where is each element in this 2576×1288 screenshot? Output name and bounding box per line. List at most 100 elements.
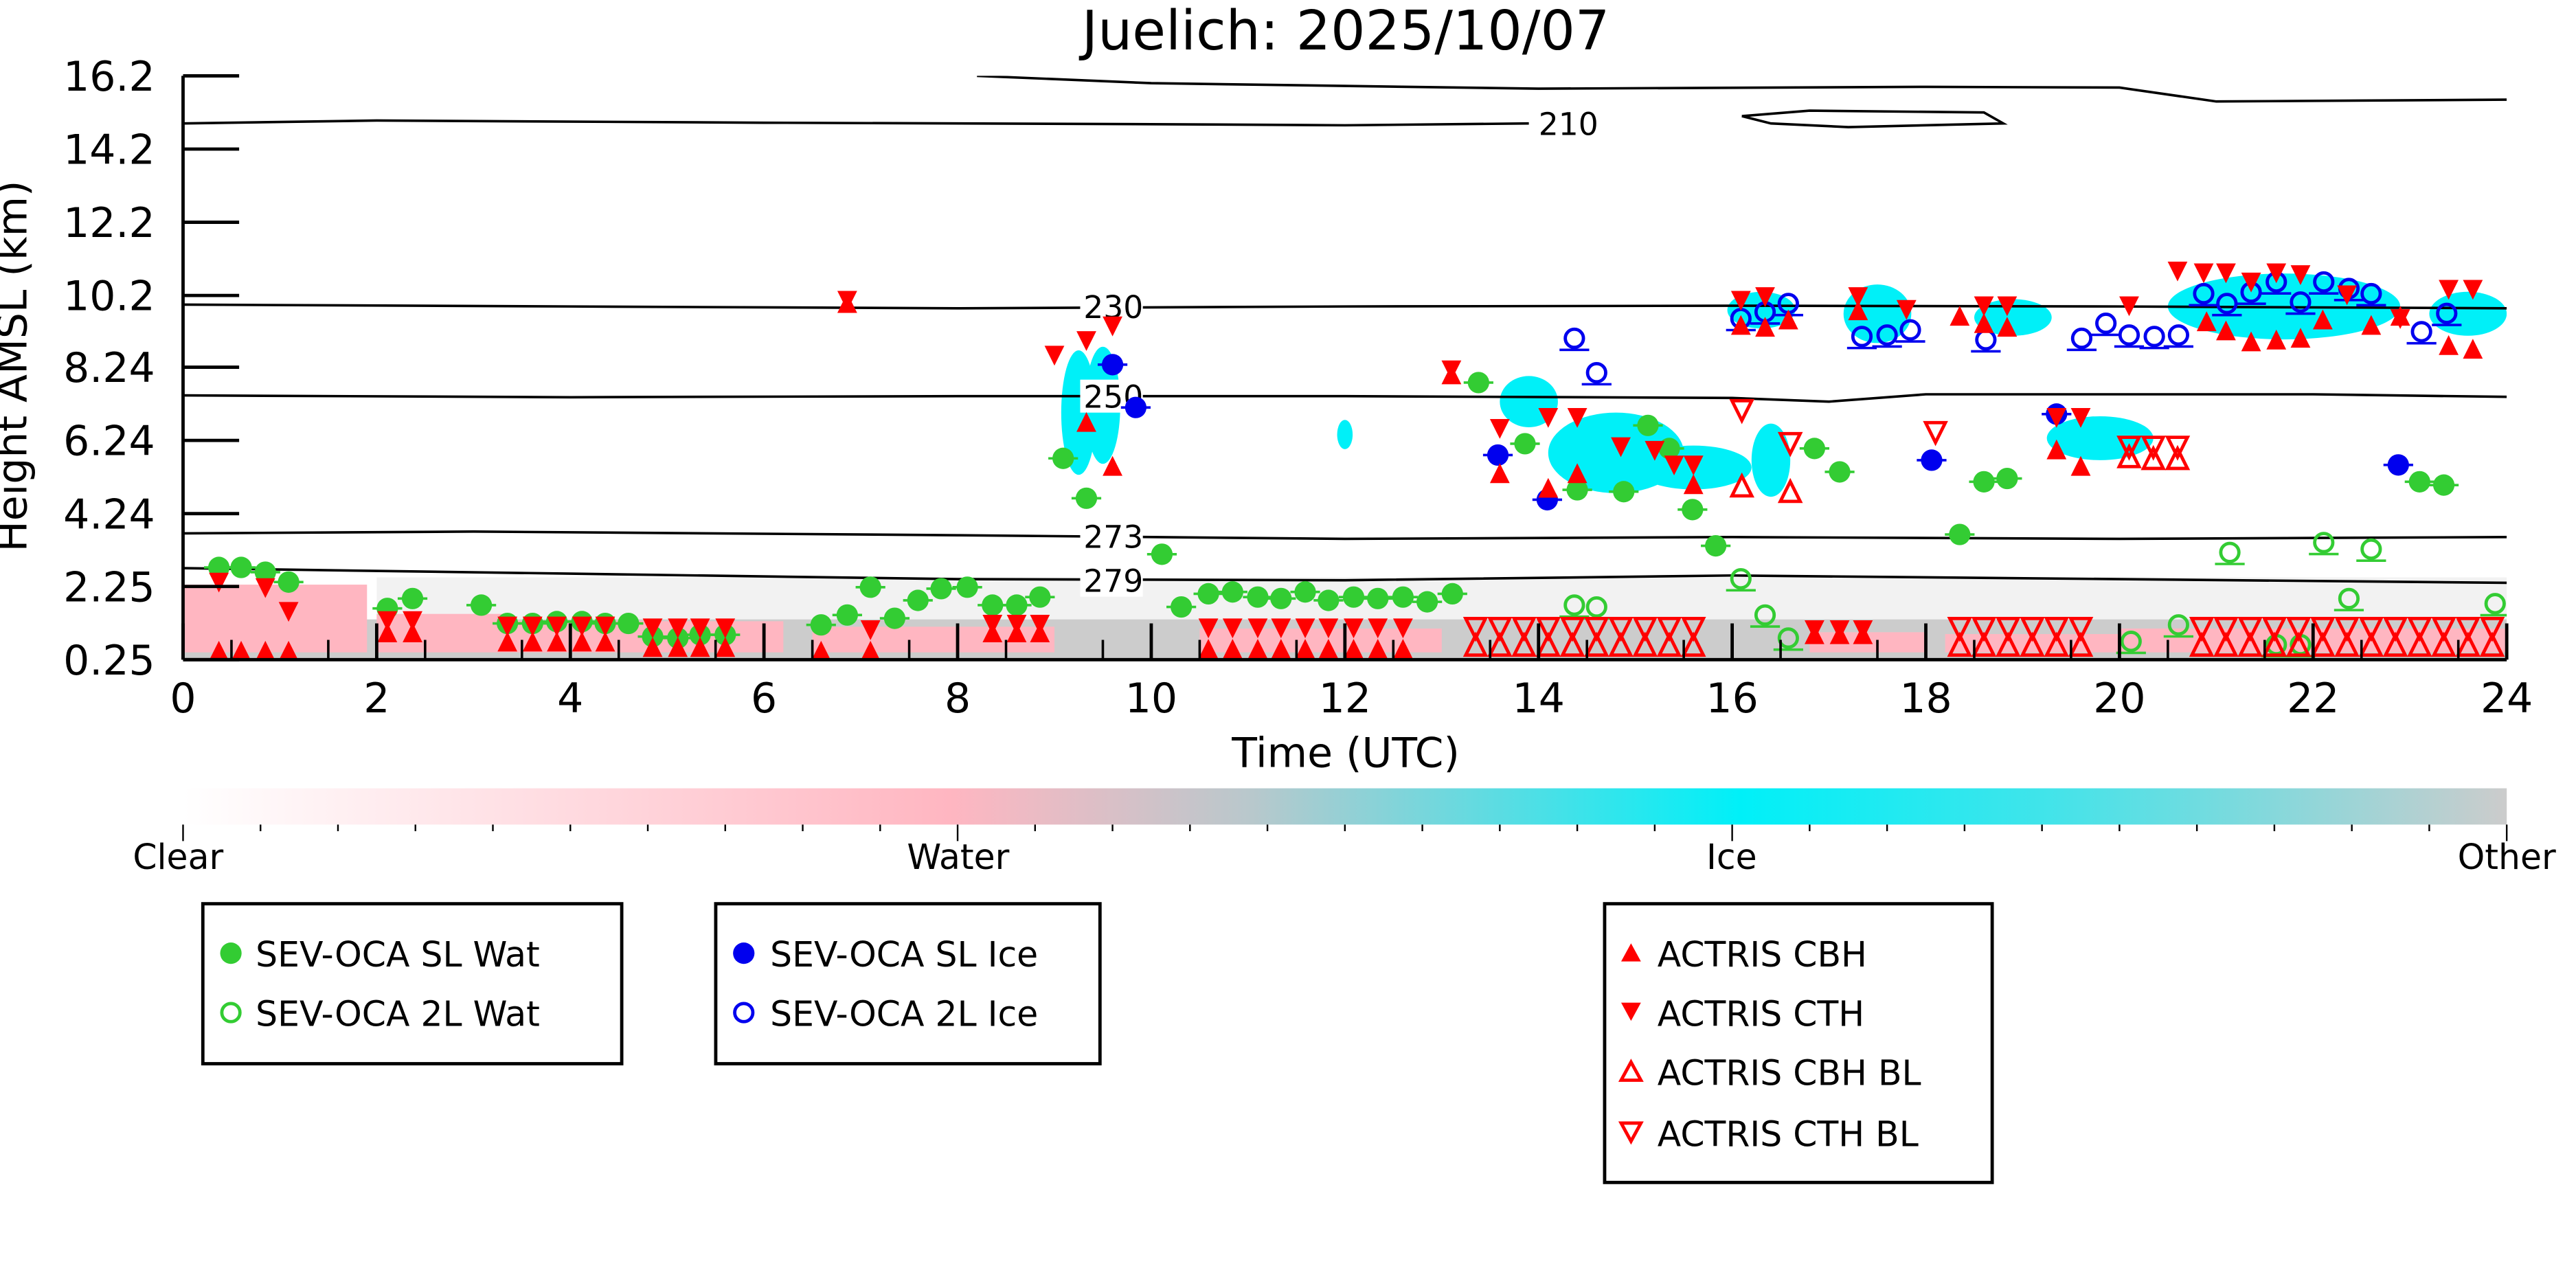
sev-oca-sl-ice-point xyxy=(1101,354,1124,376)
actris-cbh-point xyxy=(2266,329,2287,350)
actris-cth-bl-point xyxy=(1996,616,2021,642)
actris-cth-point xyxy=(2290,265,2311,285)
sev-oca-2l-ice-point xyxy=(1851,326,1873,348)
actris-cbh-point xyxy=(2216,320,2236,341)
sev-oca-sl-wat-point xyxy=(254,561,276,583)
actris-cbh-point xyxy=(1076,411,1096,432)
sev-oca-sl-wat-point xyxy=(1247,586,1269,608)
colorbar-label-ice: Ice xyxy=(1706,837,1757,877)
sev-oca-2l-wat-point xyxy=(2313,532,2335,554)
y-ticks: 0.25 2.25 4.24 6.24 8.24 10.2 12.2 14.2 16.2 xyxy=(63,53,240,685)
actris-cth-point xyxy=(2390,309,2410,329)
sev-oca-sl-wat-point xyxy=(1973,471,1995,493)
actris-cth-bl-point xyxy=(2310,616,2336,642)
sev-oca-sl-wat-point xyxy=(470,594,493,616)
actris-cbh-point xyxy=(1222,639,1243,659)
actris-cbh-point xyxy=(2361,315,2382,335)
sev-oca-2l-wat-point xyxy=(2219,541,2241,563)
sev-oca-sl-wat-point xyxy=(836,604,858,626)
actris-cth-point xyxy=(1848,287,1868,307)
legend-sl-ice-icon xyxy=(733,942,755,964)
actris-cth-bl-point xyxy=(2455,616,2481,642)
legend-sl-wat-label: SEV-OCA SL Wat xyxy=(256,934,540,975)
actris-cbh-point xyxy=(547,631,567,652)
y-tick-label: 0.25 xyxy=(63,637,155,685)
x-tick-label: 22 xyxy=(2287,675,2339,723)
actris-cth-bl-point xyxy=(1583,616,1609,642)
actris-cth-bl-point xyxy=(2165,436,2191,461)
contour-line xyxy=(183,530,2507,541)
actris-cth-point xyxy=(522,616,543,637)
sev-oca-2l-ice-point xyxy=(2193,282,2215,305)
sev-oca-sl-wat-point xyxy=(1566,479,1588,501)
sev-oca-sl-wat-point xyxy=(1221,581,1243,603)
actris-cth-bl-point xyxy=(2382,616,2408,642)
sev-oca-2l-wat-point xyxy=(1730,567,1752,590)
legend-water: SEV-OCA SL Wat SEV-OCA 2L Wat xyxy=(201,902,624,1065)
actris-cth-bl-point xyxy=(2189,616,2215,642)
sev-oca-sl-ice-point xyxy=(1125,396,1146,418)
legend-2l-ice-label: SEV-OCA 2L Ice xyxy=(770,993,1038,1034)
actris-cth-point xyxy=(2119,296,2139,317)
sev-oca-sl-wat-point xyxy=(618,612,640,635)
contour-label: 273 xyxy=(1083,519,1143,556)
actris-cth-point xyxy=(2070,407,2091,428)
actris-cth-bl-point xyxy=(1535,616,1561,642)
contour-label-bg xyxy=(1535,106,1598,140)
actris-cth-point xyxy=(1829,620,1850,640)
sev-oca-sl-wat-point xyxy=(1270,587,1292,609)
x-tick-label: 4 xyxy=(557,675,583,723)
actris-cth-bl-point xyxy=(1462,616,1489,642)
actris-cbh-point xyxy=(690,637,710,657)
actris-cth-point xyxy=(1076,331,1096,351)
contour-label-bg xyxy=(1080,519,1143,553)
sev-oca-sl-wat-point xyxy=(1613,481,1635,503)
legend-2l-wat-icon xyxy=(220,1002,242,1024)
actris-cbh-bl-point xyxy=(2358,631,2384,657)
actris-cth-bl-point xyxy=(1608,616,1634,642)
actris-cbh-bl-point xyxy=(1680,631,1706,657)
actris-cbh-point xyxy=(1538,477,1559,498)
actris-cbh-point xyxy=(377,622,398,643)
x-tick-label: 18 xyxy=(1899,675,1952,723)
data-markers xyxy=(204,261,2507,660)
actris-cth-point xyxy=(1044,346,1065,366)
sev-oca-sl-wat-point xyxy=(1318,589,1340,611)
actris-cbh-bl-point xyxy=(1583,631,1609,657)
actris-cbh-point xyxy=(811,640,831,660)
sev-oca-2l-wat-point xyxy=(2167,614,2189,636)
actris-cth-bl-point xyxy=(2140,436,2166,461)
x-tick-label: 20 xyxy=(2093,675,2145,723)
contour-label: 210 xyxy=(1539,106,1598,143)
actris-cth-point xyxy=(377,611,398,631)
y-tick-label: 6.24 xyxy=(63,418,155,466)
sev-oca-sl-wat-point xyxy=(1197,583,1219,605)
legend-cth-bl-icon xyxy=(1618,1121,1644,1145)
colorbar-label-other: Other xyxy=(2458,837,2556,877)
actris-cth-bl-point xyxy=(2334,616,2360,642)
chart-title: Juelich: 2025/10/07 xyxy=(1078,0,1610,63)
colorbar-ticks xyxy=(182,824,2508,841)
sev-oca-sl-wat-point xyxy=(930,578,952,600)
actris-cbh-point xyxy=(279,640,298,660)
actris-cbh-point xyxy=(595,631,615,652)
ice-region xyxy=(1337,420,1353,449)
actris-cbh-point xyxy=(1295,639,1315,659)
sev-oca-sl-ice-point xyxy=(1921,449,1943,471)
actris-cbh-bl-point xyxy=(2310,631,2336,657)
sev-oca-2l-wat-point xyxy=(1585,596,1607,618)
actris-cbh-bl-point xyxy=(2479,631,2505,657)
actris-cbh-point xyxy=(1755,317,1775,337)
water-region xyxy=(183,585,368,653)
actris-cbh-bl-point xyxy=(2020,631,2045,657)
actris-cbh-point xyxy=(1392,639,1413,659)
actris-cbh-point xyxy=(1730,315,1751,335)
actris-cbh-bl-point xyxy=(2285,631,2312,657)
actris-cbh-bl-point xyxy=(1487,631,1513,657)
actris-cth-point xyxy=(572,616,592,637)
actris-cth-point xyxy=(1974,296,1994,317)
legend-cth-bl-label: ACTRIS CTH BL xyxy=(1658,1114,1919,1155)
actris-cth-bl-point xyxy=(1559,616,1585,642)
